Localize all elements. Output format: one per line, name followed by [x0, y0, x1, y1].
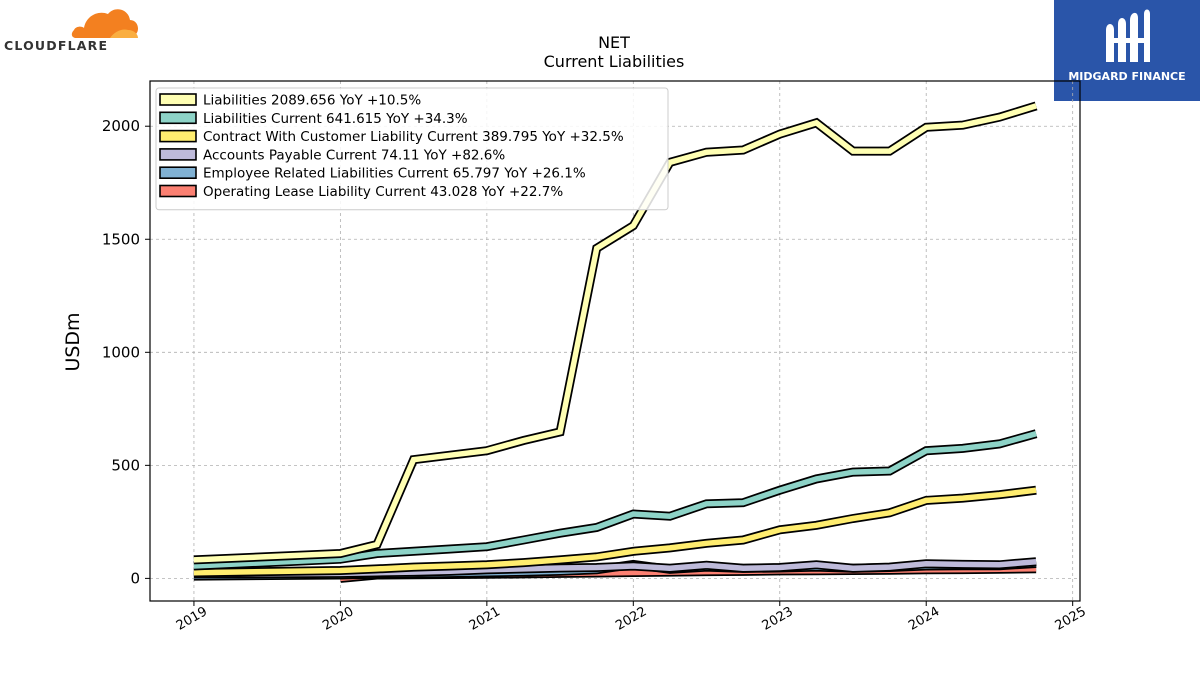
legend-box [155, 87, 669, 211]
x-tick-label: 2021 [467, 604, 503, 634]
series-line [193, 558, 1037, 577]
y-tick-label: 0 [130, 569, 140, 587]
series-contract-with-customer-liability-current [193, 485, 1037, 578]
series-line [193, 103, 1037, 563]
series-line [193, 431, 1037, 569]
x-tick-label: 2019 [174, 604, 210, 634]
series-line [193, 487, 1037, 576]
y-tick-label: 2000 [102, 117, 140, 135]
legend: Liabilities 2089.656 YoY +10.5% Liabiliti… [155, 87, 669, 211]
y-tick-label: 500 [111, 456, 140, 474]
series-liabilities-current [193, 429, 1038, 571]
x-tick-label: 2020 [320, 604, 356, 634]
chart-title: NET [598, 33, 630, 52]
cloudflare-logo-text: CLOUDFLARE [4, 38, 109, 53]
x-tick-label: 2022 [613, 604, 649, 634]
chart-subtitle: Current Liabilities [544, 52, 685, 71]
legend-swatch [159, 111, 197, 125]
midgard-finance-logo-text: MIDGARD FINANCE [1068, 70, 1186, 83]
y-tick-label: 1500 [102, 230, 140, 248]
series-liabilities [193, 101, 1038, 565]
legend-entry: Liabilities 2089.656 YoY +10.5% [203, 93, 421, 109]
y-axis-label: USDm [62, 312, 84, 371]
series-accounts-payable-current [193, 557, 1037, 579]
cloudflare-logo: CLOUDFLARE [4, 4, 144, 54]
legend-swatch [159, 184, 197, 198]
midgard-finance-logo: MIDGARD FINANCE [1054, 0, 1200, 101]
legend-entry: Accounts Payable Current 74.11 YoY +82.6… [203, 147, 505, 163]
legend-entry: Employee Related Liabilities Current 65.… [203, 166, 586, 182]
x-tick-label: 2025 [1053, 604, 1089, 634]
series-lines [193, 101, 1038, 583]
y-tick-label: 1000 [102, 343, 140, 361]
legend-swatch [159, 93, 197, 106]
legend-swatch [159, 129, 197, 143]
legend-swatch [159, 148, 197, 161]
legend-entry: Liabilities Current 641.615 YoY +34.3% [203, 111, 468, 127]
cloud-icon [71, 9, 138, 38]
legend-entry: Operating Lease Liability Current 43.028… [203, 184, 563, 200]
legend-swatch [159, 166, 197, 179]
x-tick-label: 2023 [760, 604, 796, 634]
series-line-outline [193, 429, 1038, 571]
plot-frame [149, 80, 1081, 602]
legend-entry: Contract With Customer Liability Current… [203, 129, 624, 145]
midgard-m-icon [1106, 9, 1150, 62]
x-tick-label: 2024 [906, 604, 942, 634]
